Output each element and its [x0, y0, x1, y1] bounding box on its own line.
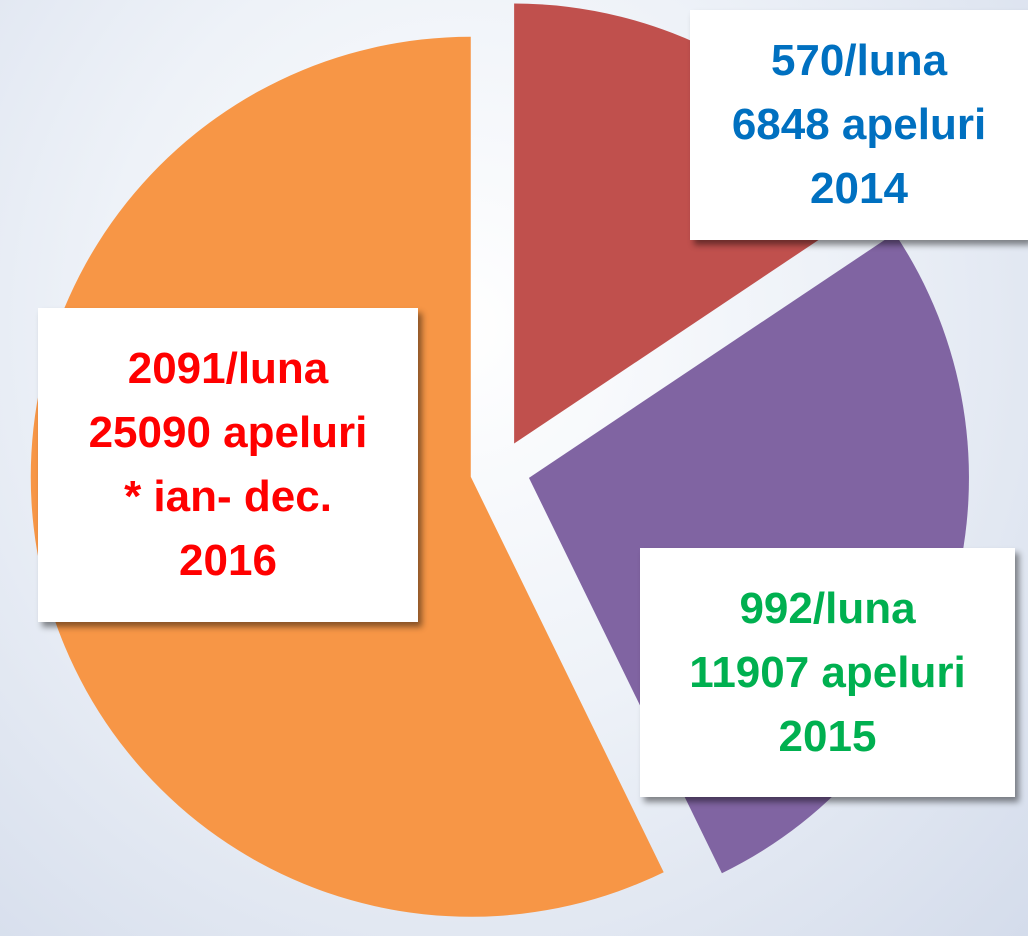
label-line: 2016 [179, 536, 277, 585]
label-line: 11907 apeluri [689, 647, 966, 697]
label-line: * ian- dec. [124, 472, 332, 521]
slice-label: 570/luna 6848 apeluri 2014 [690, 10, 1028, 240]
label-line: 570/luna [770, 36, 948, 85]
label-line: 2015 [778, 711, 877, 761]
label-line: 25090 apeluri [88, 408, 368, 457]
label-line: 6848 apeluri [731, 100, 987, 149]
label-line: 2014 [810, 164, 908, 213]
label-line: 2091/luna [127, 344, 329, 393]
slice-label: 992/luna 11907 apeluri 2015 [640, 548, 1015, 797]
slice-label: 2091/luna 25090 apeluri * ian- dec. 2016 [38, 308, 418, 622]
label-line: 992/luna [739, 583, 916, 633]
